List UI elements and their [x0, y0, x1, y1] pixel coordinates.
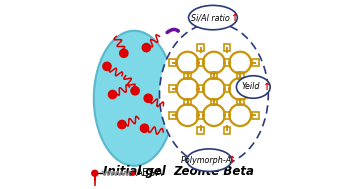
Circle shape: [120, 49, 128, 57]
Circle shape: [141, 124, 149, 132]
Bar: [210, 72, 217, 79]
Text: Polymorph-A: Polymorph-A: [181, 156, 232, 165]
Ellipse shape: [236, 76, 270, 98]
Bar: [197, 112, 204, 119]
Ellipse shape: [94, 31, 174, 166]
Bar: [184, 72, 191, 79]
Text: Yeild: Yeild: [241, 82, 260, 91]
Bar: [223, 127, 230, 133]
Circle shape: [142, 43, 150, 52]
Text: Zeolite Beta: Zeolite Beta: [174, 165, 254, 178]
Ellipse shape: [187, 149, 232, 171]
Bar: [252, 59, 258, 66]
Circle shape: [92, 170, 98, 176]
Bar: [184, 99, 191, 105]
Bar: [197, 127, 204, 133]
Bar: [237, 72, 244, 79]
Circle shape: [103, 62, 111, 70]
Circle shape: [118, 120, 126, 129]
Ellipse shape: [159, 23, 268, 166]
Text: Si/Al ratio: Si/Al ratio: [191, 13, 230, 22]
Text: ↑: ↑: [230, 13, 238, 22]
Bar: [197, 85, 204, 92]
Bar: [169, 85, 176, 92]
Ellipse shape: [189, 5, 237, 30]
Circle shape: [132, 172, 135, 175]
Bar: [223, 59, 230, 66]
Bar: [252, 85, 258, 92]
Bar: [252, 112, 258, 119]
Text: ↑: ↑: [262, 82, 270, 92]
Bar: [129, 172, 132, 175]
Bar: [210, 99, 217, 105]
Text: ↑: ↑: [227, 155, 235, 165]
Bar: [197, 59, 204, 66]
Circle shape: [131, 87, 139, 95]
Bar: [169, 59, 176, 66]
Text: Initial gel: Initial gel: [103, 165, 166, 178]
Bar: [223, 85, 230, 92]
Bar: [197, 44, 204, 51]
Circle shape: [144, 94, 153, 102]
Bar: [223, 112, 230, 119]
Circle shape: [108, 90, 117, 99]
Bar: [237, 99, 244, 105]
Text: AESA: AESA: [136, 168, 164, 178]
Bar: [223, 44, 230, 51]
FancyArrowPatch shape: [167, 29, 178, 33]
Bar: [169, 112, 176, 119]
